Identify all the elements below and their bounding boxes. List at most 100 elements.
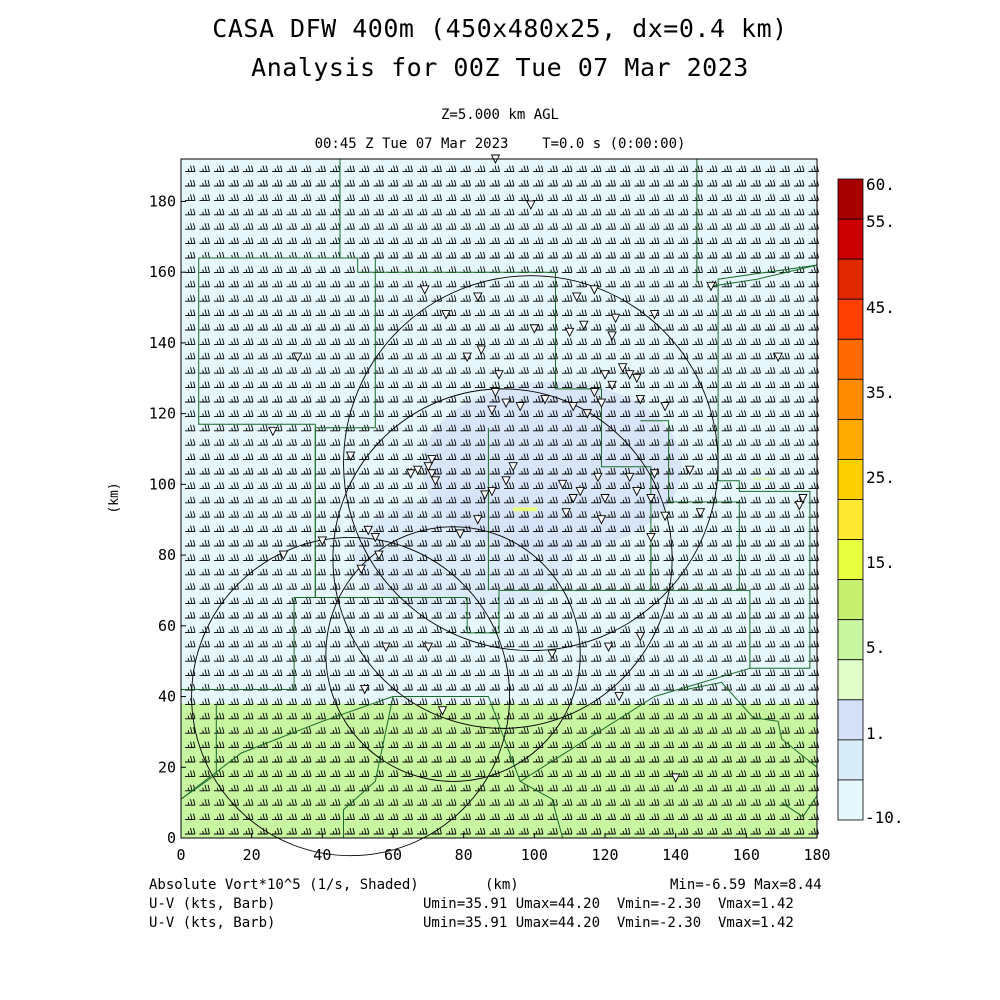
range-ring [343, 275, 719, 652]
station-marker [794, 501, 805, 511]
colorbar-swatch [837, 178, 864, 220]
station-marker [610, 313, 621, 324]
station-marker [356, 564, 366, 575]
colorbar-label: 35. [866, 383, 895, 402]
station-marker [427, 469, 437, 479]
colorbar-label: 45. [866, 298, 895, 317]
station-marker [798, 494, 808, 504]
station-marker [557, 479, 568, 490]
station-marker [423, 462, 434, 472]
station-marker [625, 370, 635, 380]
station-marker [529, 324, 540, 334]
colorbar-label: 60. [866, 175, 895, 194]
station-marker [625, 472, 635, 483]
y-tick-label: 0 [167, 829, 176, 847]
station-marker [494, 370, 504, 380]
county-line [315, 258, 376, 429]
station-marker [649, 469, 660, 479]
station-marker [564, 327, 575, 338]
station-marker [617, 363, 628, 373]
min-max-label: Min=-6.59 Max=8.44 [670, 877, 822, 893]
station-marker [423, 642, 434, 653]
y-tick-label: 160 [149, 263, 176, 281]
station-marker [607, 380, 617, 391]
station-marker [575, 486, 585, 497]
colorbar-label: -10. [865, 808, 904, 827]
station-marker [405, 469, 416, 479]
station-marker [462, 352, 472, 363]
station-marker [706, 281, 716, 292]
county-line [198, 258, 652, 634]
field-spot [753, 477, 772, 481]
colorbar-label: 5. [866, 638, 885, 657]
station-marker [374, 550, 384, 561]
wind-stats-1: Umin=35.91 Umax=44.20 Vmin=-2.30 Vmax=1.… [423, 896, 794, 912]
station-marker [649, 310, 660, 320]
station-marker [515, 402, 525, 412]
colorbar-swatch [837, 779, 864, 821]
level-label: Z=5.000 km AGL [440, 107, 559, 123]
station-marker [670, 773, 681, 783]
x-tick-label: 60 [384, 846, 402, 864]
x-tick-label: 80 [455, 846, 473, 864]
colorbar: 60. 55. 45. 35. 25. 15. 5. 1. -10. [837, 175, 904, 827]
y-tick-label: 80 [158, 546, 176, 564]
station-marker [660, 511, 670, 522]
county-line [180, 667, 751, 800]
shaded-field [181, 159, 817, 838]
station-marker [420, 285, 430, 295]
range-ring [332, 388, 673, 729]
colorbar-swatch [837, 619, 864, 661]
wind-label-2: U-V (kts, Barb) [149, 915, 276, 931]
colorbar-swatch [837, 499, 864, 540]
station-marker [381, 642, 391, 653]
station-markers [268, 154, 808, 783]
station-marker [589, 387, 600, 398]
colorbar-swatch [837, 258, 864, 300]
barb-field [185, 165, 819, 835]
colorbar-swatch [837, 459, 864, 500]
station-marker [268, 426, 278, 437]
x-tick-label: 120 [591, 846, 618, 864]
station-marker [501, 476, 511, 486]
station-marker [547, 649, 557, 660]
station-marker [582, 409, 593, 419]
county-line [180, 703, 217, 800]
chart-subtitle: Analysis for 00Z Tue 07 Mar 2023 [251, 53, 749, 82]
station-marker [646, 532, 656, 543]
station-marker [635, 395, 646, 405]
station-marker [317, 536, 328, 546]
station-marker [596, 398, 607, 409]
y-tick-label: 60 [158, 617, 176, 635]
colorbar-swatch [837, 539, 864, 581]
y-tick-label: 20 [158, 758, 176, 776]
station-marker [473, 515, 483, 525]
station-marker [360, 685, 370, 695]
station-marker [540, 395, 550, 405]
station-marker [476, 345, 487, 355]
station-marker [685, 465, 695, 476]
station-marker [480, 490, 490, 500]
station-marker [572, 292, 582, 302]
station-marker [607, 331, 617, 341]
colorbar-label: 55. [866, 212, 895, 231]
station-marker [614, 692, 624, 702]
colorbar-label: 25. [866, 468, 895, 487]
station-marker [593, 472, 603, 483]
station-marker [278, 550, 289, 561]
station-marker [603, 642, 614, 653]
field-label: Absolute Vort*10^5 (1/s, Shaded) [149, 877, 419, 893]
colorbar-label: 1. [866, 724, 885, 743]
station-marker [363, 525, 373, 536]
station-marker [632, 373, 642, 384]
colorbar-label: 15. [866, 553, 895, 572]
county-line [343, 696, 394, 838]
x-axis-unit: (km) [485, 877, 519, 893]
x-tick-label: 140 [662, 846, 689, 864]
station-marker [568, 494, 578, 504]
station-marker [473, 292, 483, 302]
station-marker [526, 200, 536, 210]
y-axis-label: (km) [107, 482, 122, 513]
y-tick-label: 40 [158, 688, 176, 706]
station-marker [600, 494, 610, 504]
